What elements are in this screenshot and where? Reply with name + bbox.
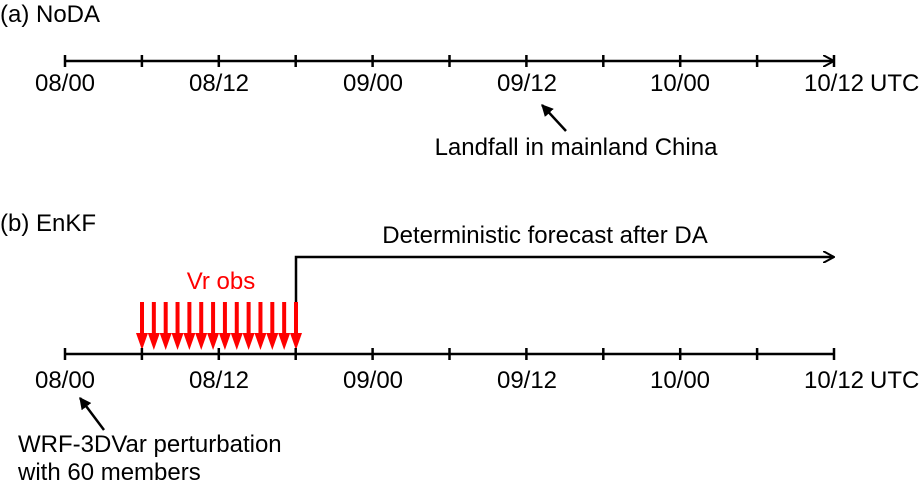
panel-b-tick-label-3: 09/12 <box>497 367 557 394</box>
panel-b-title: (b) EnKF <box>0 210 96 237</box>
panel-a-tick-label-5: 10/12 <box>804 70 864 97</box>
perturbation-annotation-line1: WRF-3DVar perturbation <box>18 431 282 458</box>
obs-arrow-3 <box>159 302 172 350</box>
panel-b-ticks <box>63 348 836 360</box>
panel-a-noda: (a) NoDA 08/00 08/12 09/00 09/12 10/00 1… <box>0 1 919 161</box>
panel-b-tick-label-2: 09/00 <box>343 367 403 394</box>
obs-arrow-6 <box>195 302 208 350</box>
obs-arrow-1 <box>136 302 148 350</box>
obs-arrow-9 <box>230 302 243 350</box>
panel-b-tick-label-0: 08/00 <box>35 367 95 394</box>
panel-b-tick-label-5: 10/12 <box>804 367 864 394</box>
panel-a-tick-label-3: 09/12 <box>497 70 557 97</box>
panel-a-tick-label-2: 09/00 <box>343 70 403 97</box>
obs-arrow-4 <box>171 302 184 350</box>
panel-a-tick-label-0: 08/00 <box>35 70 95 97</box>
obs-arrow-14 <box>290 302 302 350</box>
perturbation-arrow <box>79 397 105 431</box>
panel-b-tick-label-4: 10/00 <box>650 367 710 394</box>
obs-arrow-12 <box>266 302 279 350</box>
panel-b-tick-label-1: 08/12 <box>189 367 249 394</box>
landfall-annotation: Landfall in mainland China <box>435 134 719 161</box>
perturbation-annotation-line2: with 60 members <box>17 459 201 486</box>
obs-arrow-2 <box>147 302 160 350</box>
panel-a-tick-label-1: 08/12 <box>189 70 249 97</box>
panel-b-unit-label: UTC <box>870 367 919 394</box>
panel-a-ticks <box>63 55 836 67</box>
forecast-label: Deterministic forecast after DA <box>382 222 707 249</box>
panel-a-unit-label: UTC <box>870 70 919 97</box>
panel-b-enkf: (b) EnKF Deterministic forecast after DA… <box>0 210 919 486</box>
landfall-arrow <box>541 104 567 132</box>
obs-arrow-13 <box>278 302 291 350</box>
obs-arrow-8 <box>218 302 231 350</box>
obs-arrow-7 <box>207 302 220 350</box>
observation-arrows <box>136 302 302 350</box>
obs-arrow-10 <box>242 302 255 350</box>
obs-label: Vr obs <box>187 268 255 295</box>
forecast-arrow <box>294 257 834 317</box>
panel-a-title: (a) NoDA <box>0 1 100 28</box>
obs-arrow-5 <box>183 302 196 350</box>
panel-a-tick-label-4: 10/00 <box>650 70 710 97</box>
obs-arrow-11 <box>254 302 267 350</box>
